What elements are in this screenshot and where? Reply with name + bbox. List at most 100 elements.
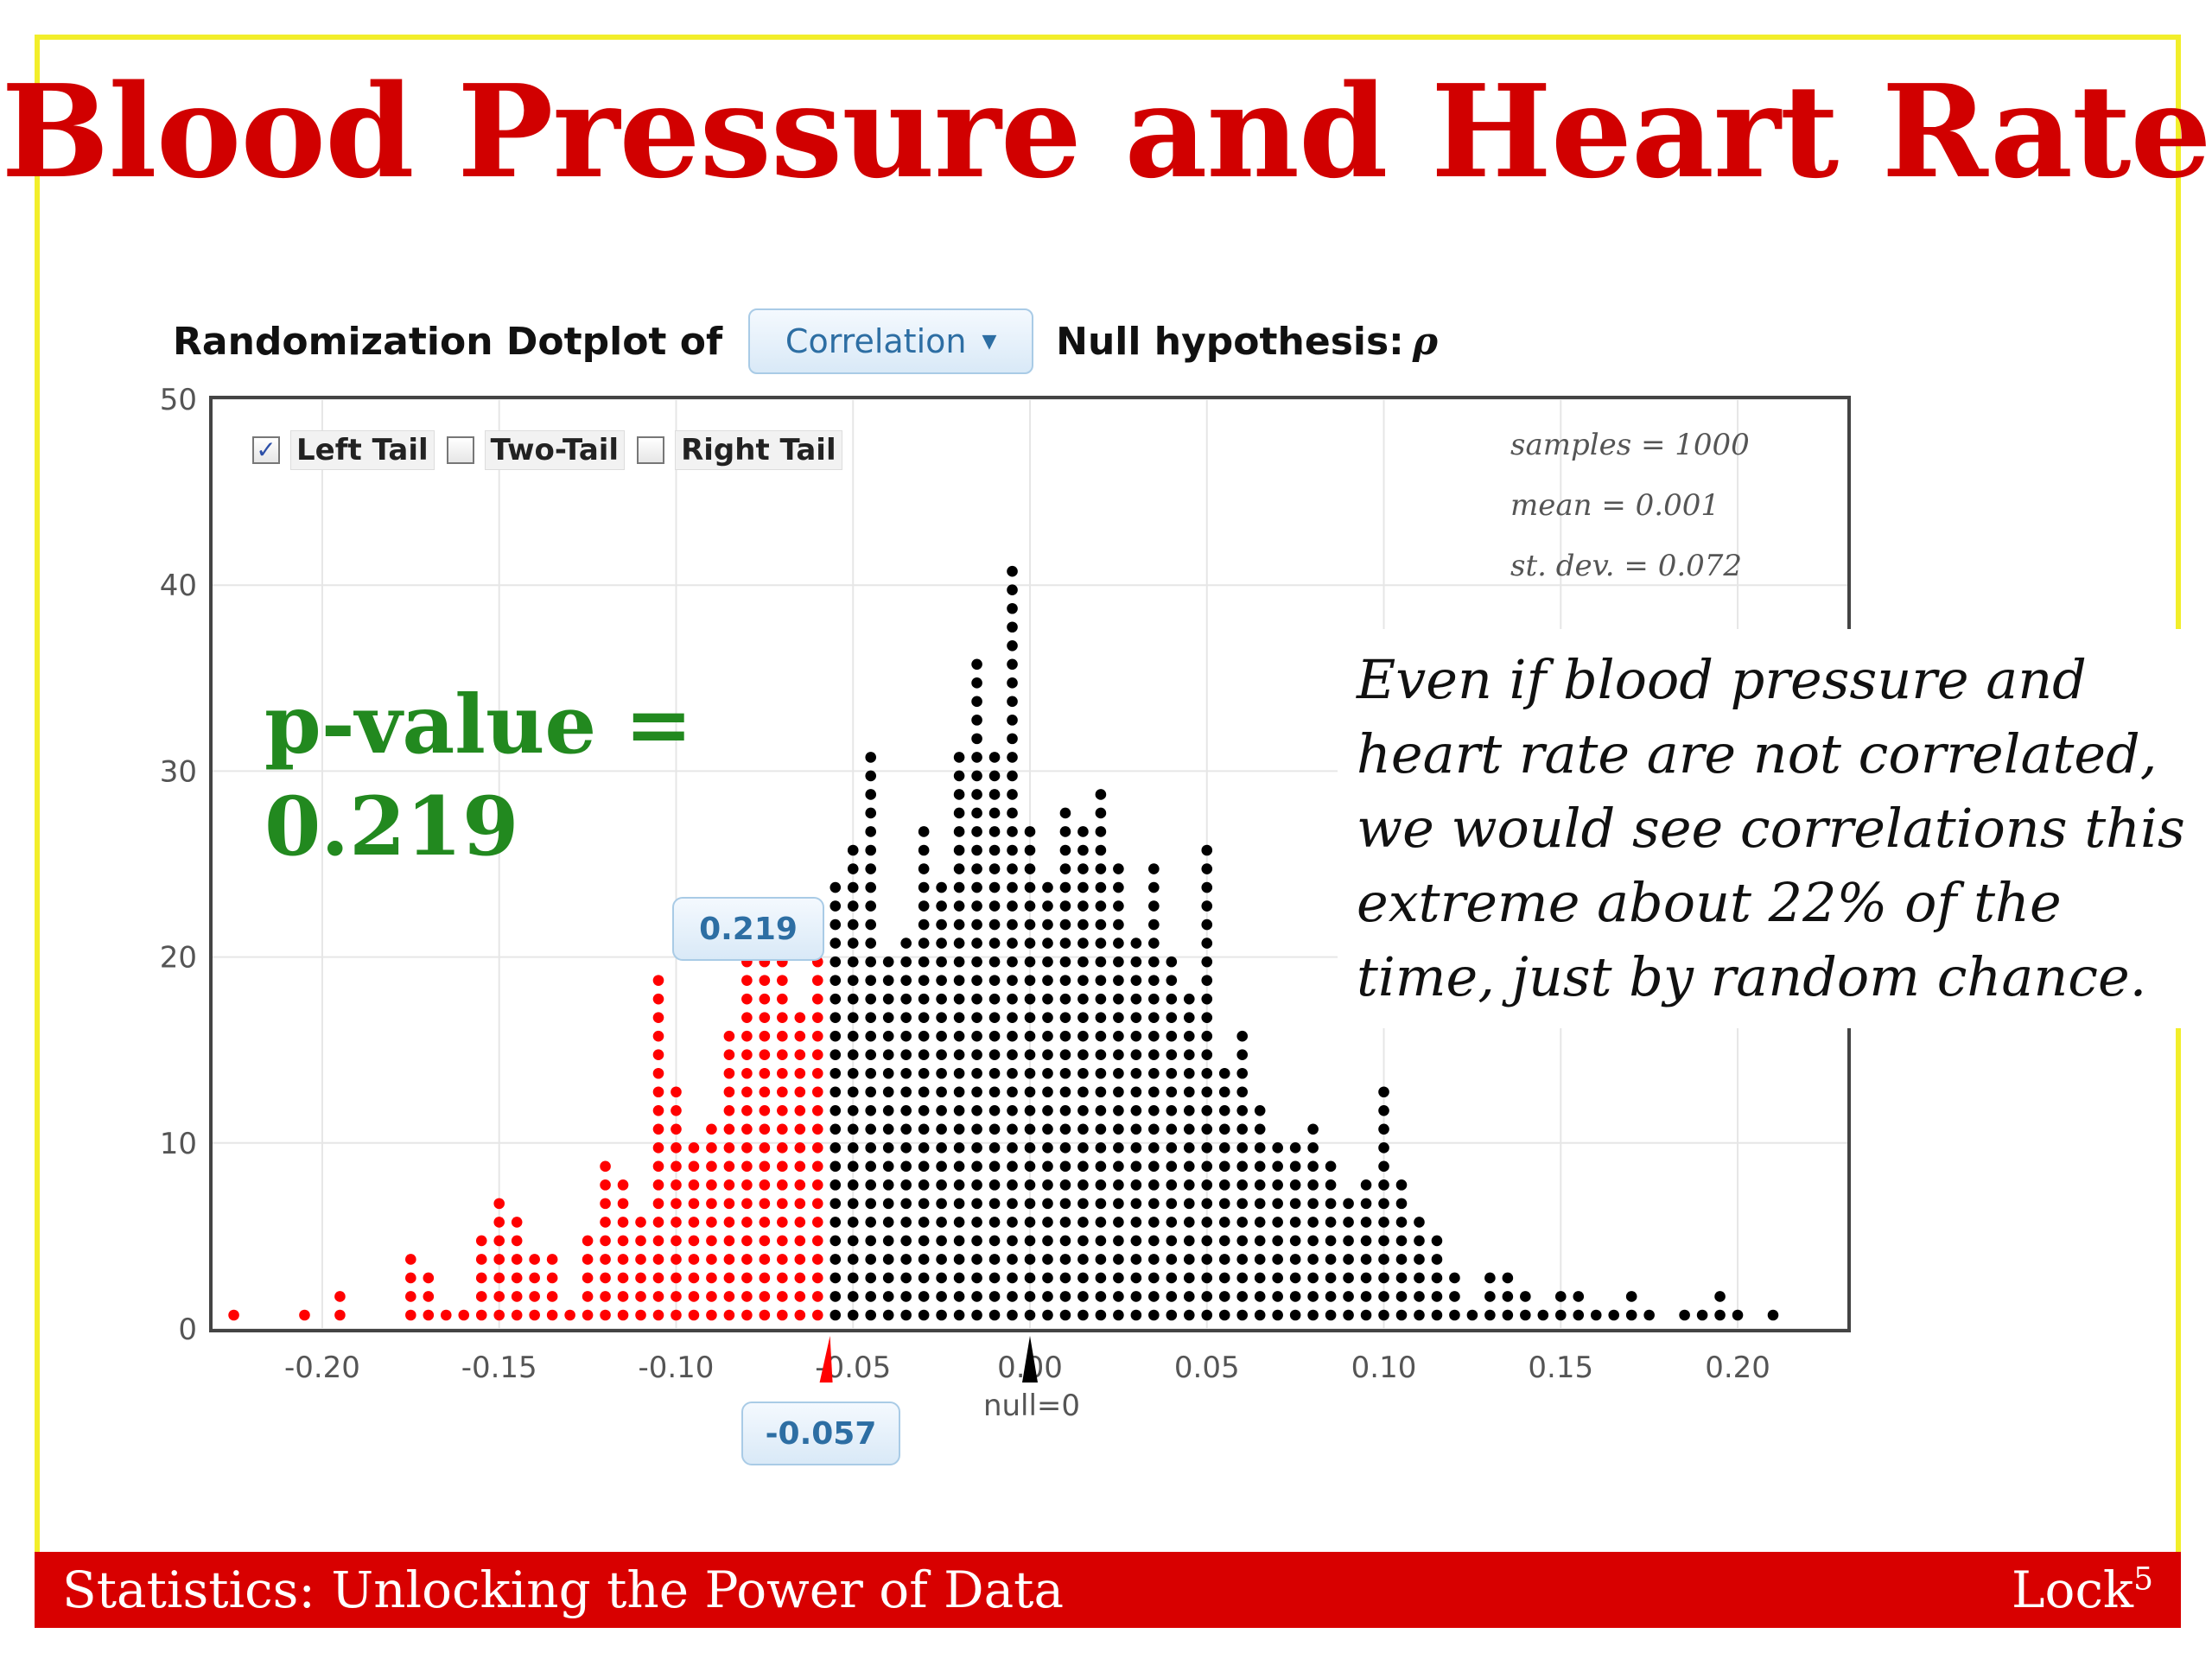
dot (1148, 1272, 1160, 1284)
dot (652, 1254, 664, 1265)
dot (1325, 1254, 1337, 1265)
dot (1059, 1142, 1071, 1154)
mean-stat: mean = 0.001 (1510, 488, 1719, 523)
dot (1024, 1049, 1036, 1061)
dot (1059, 1254, 1071, 1265)
dot (1007, 1235, 1018, 1247)
dot (1378, 1291, 1389, 1302)
dot (1183, 1291, 1195, 1302)
dot (1395, 1291, 1408, 1302)
dot (988, 789, 1001, 800)
dot (865, 900, 877, 912)
dot (1130, 1272, 1142, 1284)
dot (794, 1104, 806, 1116)
dot (830, 1309, 842, 1321)
dot (1343, 1254, 1354, 1265)
dot (1378, 1142, 1389, 1154)
right-tail-option[interactable]: Right Tail (637, 430, 842, 470)
dot (652, 1086, 664, 1098)
dot (988, 807, 1001, 819)
tail-proportion-callout[interactable]: 0.219 (672, 897, 824, 961)
dot (1007, 1142, 1018, 1154)
dot (1024, 1254, 1036, 1265)
dot (1042, 900, 1053, 912)
dot (1378, 1086, 1389, 1098)
dot (1007, 584, 1018, 596)
dot (900, 1030, 912, 1042)
dot (918, 1272, 930, 1284)
statistic-dropdown[interactable]: Correlation ▼ (748, 308, 1034, 374)
dot (918, 1198, 930, 1210)
dot (953, 1291, 965, 1302)
dot (741, 1235, 753, 1247)
dot (953, 900, 965, 912)
dot (865, 1160, 877, 1173)
dot (1201, 1086, 1213, 1098)
dot (1007, 639, 1018, 652)
dot (971, 1012, 982, 1023)
dot (811, 1123, 823, 1135)
dot (1077, 1235, 1089, 1247)
dot (830, 1254, 842, 1265)
dot (1201, 1049, 1213, 1061)
dot (1360, 1179, 1372, 1191)
dot (1218, 1160, 1230, 1173)
dot (671, 1160, 682, 1173)
dot (1095, 1086, 1107, 1098)
dot (458, 1309, 470, 1321)
dot (1095, 1272, 1107, 1284)
dot (1007, 1217, 1018, 1228)
dot (688, 1198, 700, 1210)
dot (882, 1142, 894, 1154)
dot (1059, 938, 1071, 949)
dot (405, 1254, 416, 1265)
dot (1130, 1198, 1142, 1210)
dot (1289, 1309, 1301, 1321)
dot (1166, 1160, 1178, 1173)
dot (1007, 844, 1018, 856)
two-tail-option[interactable]: Two-Tail (446, 430, 626, 470)
dot (759, 1086, 771, 1098)
dot (900, 1049, 912, 1061)
dot (900, 1142, 912, 1154)
dot (706, 1217, 717, 1228)
dot (1183, 1235, 1195, 1247)
dot (936, 1067, 947, 1079)
dot (794, 1217, 806, 1228)
dot (1414, 1291, 1425, 1302)
dot (777, 1030, 788, 1042)
dot (1272, 1235, 1283, 1247)
two-tail-checkbox[interactable] (446, 436, 474, 464)
dot (405, 1272, 416, 1284)
dot (1059, 1104, 1071, 1116)
dot (706, 1272, 717, 1284)
dot (1148, 1142, 1160, 1154)
dot (1395, 1309, 1408, 1321)
left-tail-option[interactable]: ✓ Left Tail (252, 430, 435, 470)
dot (741, 1291, 753, 1302)
dot (741, 1049, 753, 1061)
dot (652, 1272, 664, 1284)
dot (865, 1291, 877, 1302)
left-tail-checkbox[interactable]: ✓ (252, 436, 280, 464)
dot (723, 1235, 735, 1247)
dot (918, 1235, 930, 1247)
cutoff-value-callout[interactable]: -0.057 (741, 1402, 900, 1465)
right-tail-checkbox[interactable] (637, 436, 665, 464)
dot (1201, 844, 1213, 856)
dot (1130, 938, 1142, 949)
dot (1272, 1179, 1283, 1191)
dot (777, 1012, 788, 1023)
dot (865, 844, 877, 856)
dot (334, 1309, 346, 1321)
dot (1113, 1142, 1124, 1154)
dot (1166, 1179, 1178, 1191)
dot (953, 752, 965, 763)
dot (1502, 1272, 1514, 1284)
dot (493, 1198, 505, 1210)
dot (1024, 1309, 1036, 1321)
dot (953, 1142, 965, 1154)
dot (918, 1104, 930, 1116)
dot (811, 1179, 823, 1191)
dot (1113, 1067, 1124, 1079)
